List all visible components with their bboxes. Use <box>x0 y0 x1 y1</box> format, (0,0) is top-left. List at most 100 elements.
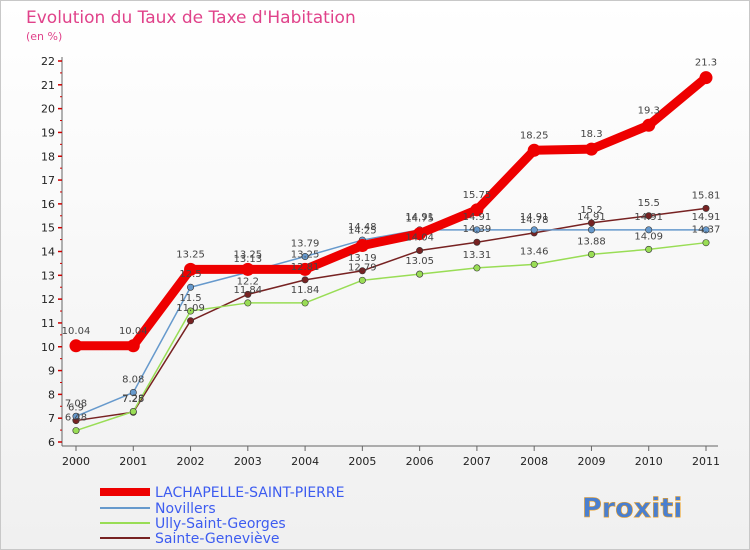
x-tick-label: 2006 <box>406 455 434 468</box>
series-line-3 <box>75 207 707 422</box>
data-point <box>129 388 137 396</box>
data-label: 13.46 <box>520 246 549 257</box>
data-label: 14.91 <box>405 212 434 223</box>
legend-label-3: Sainte-Geneviève <box>155 531 280 547</box>
data-label: 13.79 <box>291 239 320 250</box>
data-point <box>587 226 595 234</box>
data-point <box>645 245 653 253</box>
data-label: 14.39 <box>463 224 492 235</box>
data-label: 15.2 <box>580 205 602 216</box>
y-tick-label: 12 <box>41 293 55 306</box>
data-label: 13.25 <box>233 249 262 260</box>
data-point <box>530 260 538 268</box>
data-point <box>184 262 198 276</box>
data-label: 13.05 <box>405 256 434 267</box>
data-label: 15.5 <box>638 198 660 209</box>
data-point <box>301 253 309 261</box>
data-point <box>470 203 484 217</box>
chart-subtitle: (en %) <box>26 30 62 43</box>
data-label: 21.3 <box>695 58 717 69</box>
data-point <box>645 212 653 220</box>
data-label: 12.79 <box>348 262 377 273</box>
y-tick-label: 21 <box>41 79 55 92</box>
data-point <box>699 71 713 85</box>
data-point <box>241 262 255 276</box>
data-label: 13.88 <box>577 236 606 247</box>
data-label: 10.04 <box>62 326 91 337</box>
y-tick-label: 16 <box>41 198 55 211</box>
data-point <box>187 283 195 291</box>
data-label: 6.9 <box>68 403 84 414</box>
x-tick-label: 2000 <box>62 455 90 468</box>
data-label: 14.25 <box>348 226 377 237</box>
x-tick-label: 2004 <box>291 455 319 468</box>
data-point <box>69 339 83 353</box>
data-label: 6.48 <box>65 413 87 424</box>
data-label: 15.81 <box>692 190 721 201</box>
data-point <box>473 226 481 234</box>
data-point <box>587 250 595 258</box>
data-label: 18.3 <box>580 129 602 140</box>
data-point <box>301 276 309 284</box>
data-label: 12.2 <box>237 276 259 287</box>
data-label: 14.91 <box>577 212 606 223</box>
data-label: 14.04 <box>405 233 434 244</box>
x-tick-label: 2011 <box>692 455 720 468</box>
data-point <box>187 307 195 315</box>
legend-label-0: LACHAPELLE-SAINT-PIERRE <box>155 485 344 501</box>
data-point <box>416 247 424 255</box>
data-point <box>416 270 424 278</box>
data-label: 15.75 <box>463 190 492 201</box>
data-point <box>702 226 710 234</box>
data-label: 19.3 <box>638 105 660 116</box>
series-line-2 <box>75 241 707 432</box>
y-tick-label: 18 <box>41 150 55 163</box>
data-label: 14.09 <box>634 231 663 242</box>
series-line-1 <box>75 229 706 417</box>
y-tick-label: 17 <box>41 174 55 187</box>
y-tick-label: 22 <box>41 55 55 68</box>
data-point <box>72 427 80 435</box>
data-point <box>587 219 595 227</box>
data-label: 14.37 <box>692 225 721 236</box>
data-label: 14.75 <box>405 214 434 225</box>
data-label: 13.31 <box>463 250 492 261</box>
data-label: 7.28 <box>122 394 144 405</box>
x-tick-label: 2007 <box>463 455 491 468</box>
data-label: 11.5 <box>179 293 201 304</box>
x-tick-label: 2003 <box>234 455 262 468</box>
y-tick-label: 11 <box>41 317 55 330</box>
x-tick-label: 2010 <box>635 455 663 468</box>
y-tick-label: 20 <box>41 103 55 116</box>
data-point <box>413 227 427 241</box>
proxiti-logo: Proxiti <box>582 493 683 525</box>
data-label: 12.5 <box>179 269 201 280</box>
data-label: 10.04 <box>119 326 148 337</box>
x-tick-label: 2002 <box>177 455 205 468</box>
y-tick-label: 14 <box>41 246 55 259</box>
data-label: 13.19 <box>348 253 377 264</box>
x-tick-label: 2008 <box>520 455 548 468</box>
data-point <box>301 299 309 307</box>
data-point <box>645 226 653 234</box>
data-point <box>358 267 366 275</box>
logo-text: Proxiti <box>582 493 683 524</box>
data-label: 12.81 <box>291 262 320 273</box>
data-point <box>527 143 541 157</box>
data-point <box>244 290 252 298</box>
legend-label-1: Novillers <box>155 501 216 517</box>
data-label: 14.91 <box>463 212 492 223</box>
data-label: 14.78 <box>520 215 549 226</box>
data-point <box>530 226 538 234</box>
y-tick-label: 10 <box>41 341 55 354</box>
data-point <box>642 118 656 132</box>
data-point <box>473 238 481 246</box>
data-point <box>129 408 137 416</box>
legend-label-2: Ully-Saint-Georges <box>155 516 286 532</box>
data-label: 13.25 <box>176 249 205 260</box>
data-label: 11.84 <box>291 285 320 296</box>
data-label: 14.48 <box>348 222 377 233</box>
data-label: 7.08 <box>65 398 87 409</box>
data-label: 13.13 <box>233 254 262 265</box>
